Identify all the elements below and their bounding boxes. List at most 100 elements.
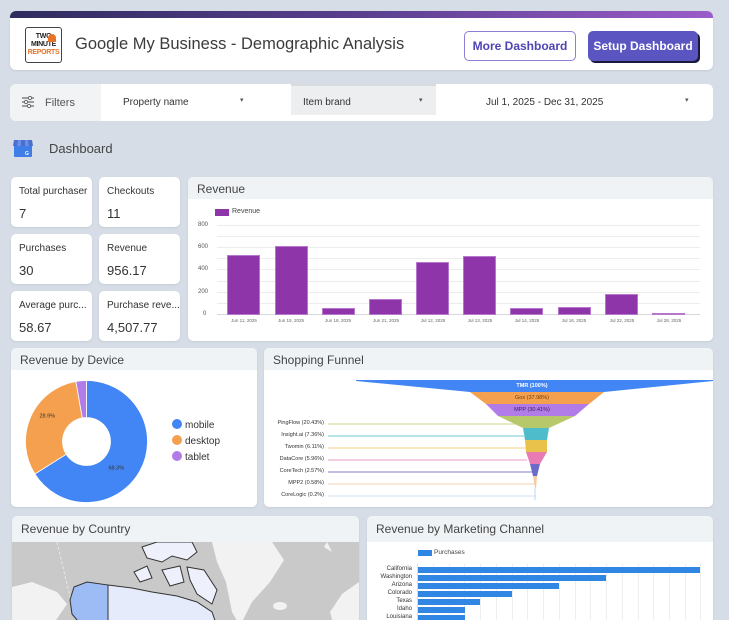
kpi-value: 956.17 <box>107 263 147 278</box>
legend-swatch <box>418 550 432 556</box>
kpi-card-revenue: Revenue 956.17 <box>99 234 180 284</box>
bar-jul-12[interactable] <box>416 262 449 315</box>
legend-label: mobile <box>185 420 215 431</box>
kpi-label: Total purchaser <box>19 186 88 197</box>
choropleth-map[interactable] <box>12 542 359 620</box>
panel-header: Revenue by Marketing Channel <box>367 516 713 542</box>
bar-jun-21[interactable] <box>369 299 402 315</box>
bar-jun-15[interactable] <box>275 246 308 315</box>
panel-title: Revenue by Country <box>21 522 131 536</box>
filter-bar: Filters Property name ▾ Item brand ▾ Jul… <box>10 83 713 121</box>
x-tick: Jul 22, 2025 <box>609 318 635 323</box>
gridline <box>590 564 591 620</box>
kpi-label: Purchases <box>19 243 67 254</box>
date-range-label: Jul 1, 2025 - Dec 31, 2025 <box>486 97 604 108</box>
panel-title: Revenue <box>197 182 246 196</box>
gridline <box>669 564 670 620</box>
funnel-stage-label: CoreTech (2.57%) <box>279 468 324 474</box>
bar-colorado[interactable] <box>418 591 512 597</box>
bar-jun-11[interactable] <box>227 255 260 315</box>
x-tick: Jun 21, 2025 <box>372 318 400 323</box>
kpi-label: Checkouts <box>107 186 155 197</box>
item-brand-dropdown[interactable]: Item brand ▾ <box>291 83 436 115</box>
revenue-by-marketing-channel-panel: Revenue by Marketing Channel Purchases C… <box>367 516 713 620</box>
x-tick: Jul 14, 2025 <box>514 318 540 323</box>
bar-arizona[interactable] <box>418 583 559 589</box>
revenue-by-device-panel: Revenue by Device 28.9% 68.3% mobile des… <box>11 348 257 507</box>
panel-header: Revenue <box>188 177 713 199</box>
funnel-chart[interactable] <box>264 370 713 507</box>
gridline <box>217 269 700 270</box>
donut-chart[interactable]: 28.9% 68.3% <box>24 379 149 504</box>
bar-california[interactable] <box>418 567 700 573</box>
gridline <box>700 564 701 620</box>
filters-button[interactable]: Filters <box>10 84 101 121</box>
page-title: Google My Business - Demographic Analysi… <box>75 35 405 53</box>
logo-sun-icon <box>48 34 56 42</box>
gridline <box>638 564 639 620</box>
bar-texas[interactable] <box>418 599 480 605</box>
legend-item-mobile[interactable]: mobile <box>172 419 214 431</box>
bar-washington[interactable] <box>418 575 606 581</box>
google-my-business-icon: G <box>13 140 33 157</box>
gridline <box>653 564 654 620</box>
legend-item-desktop[interactable]: desktop <box>172 435 220 447</box>
kpi-label: Purchase reve... <box>107 300 180 311</box>
panel-title: Shopping Funnel <box>273 353 364 367</box>
x-tick: Jul 12, 2025 <box>420 318 446 323</box>
x-tick: Jul 16, 2025 <box>561 318 587 323</box>
setup-dashboard-button[interactable]: Setup Dashboard <box>588 31 698 61</box>
bar-louisiana[interactable] <box>418 615 465 620</box>
kpi-value: 30 <box>19 263 34 278</box>
category-label: California <box>386 566 412 572</box>
gridline <box>559 564 560 620</box>
legend-label: desktop <box>185 436 221 447</box>
mobile-pct-label: 68.3% <box>109 466 125 472</box>
x-tick: Jul 13, 2025 <box>467 318 493 323</box>
funnel-stage-label: PingFlow (20.43%) <box>277 420 324 426</box>
panel-header: Revenue by Device <box>11 348 257 370</box>
property-name-dropdown[interactable]: Property name ▾ <box>123 84 253 121</box>
gridline <box>217 236 700 237</box>
gridline <box>217 247 700 248</box>
y-tick: 400 <box>198 266 209 272</box>
two-minute-reports-logo: TWO MINUTE REPORTS <box>25 27 62 63</box>
legend-item-tablet[interactable]: tablet <box>172 451 209 463</box>
kpi-card-purchase-revenue: Purchase reve... 4,507.77 <box>99 291 180 341</box>
logo-line-3: REPORTS <box>27 49 60 56</box>
bar-jul-13[interactable] <box>463 256 496 315</box>
bar-jun-18[interactable] <box>322 308 355 315</box>
more-dashboard-button[interactable]: More Dashboard <box>464 31 576 61</box>
bar-jul-28[interactable] <box>652 313 685 315</box>
y-tick: 800 <box>198 222 209 228</box>
y-tick: 0 <box>203 311 207 317</box>
legend-swatch <box>215 209 229 216</box>
x-tick: Jun 15, 2025 <box>277 318 305 323</box>
revenue-by-country-panel: Revenue by Country <box>12 516 359 620</box>
item-brand-label: Item brand <box>303 97 351 108</box>
gridline <box>217 258 700 259</box>
bar-idaho[interactable] <box>418 607 465 613</box>
y-axis-line <box>417 564 418 620</box>
legend-dot-icon <box>172 419 182 429</box>
logo-line-1: TWO <box>35 33 52 40</box>
category-label: Washington <box>380 574 412 580</box>
property-name-label: Property name <box>123 97 189 108</box>
bar-jul-14[interactable] <box>510 308 543 315</box>
date-range-dropdown[interactable]: Jul 1, 2025 - Dec 31, 2025 ▾ <box>486 84 696 121</box>
x-tick: Jun 18, 2025 <box>324 318 352 323</box>
legend-label: Revenue <box>232 208 261 215</box>
panel-header: Revenue by Country <box>12 516 359 542</box>
legend-label: tablet <box>185 452 210 463</box>
shopping-funnel-panel: Shopping Funnel TMR (100%) Gox (37.98%) … <box>264 348 713 507</box>
category-label: Colorado <box>387 590 412 596</box>
map-canvas <box>12 542 359 620</box>
kpi-label: Average purc... <box>19 300 87 311</box>
bar-jul-16[interactable] <box>558 307 591 315</box>
gridline <box>543 564 544 620</box>
panel-title: Revenue by Device <box>20 353 125 367</box>
chevron-down-icon: ▾ <box>419 97 423 104</box>
x-tick: Jun 11, 2025 <box>231 318 257 323</box>
y-tick: 600 <box>198 244 209 250</box>
bar-jul-22[interactable] <box>605 294 638 315</box>
